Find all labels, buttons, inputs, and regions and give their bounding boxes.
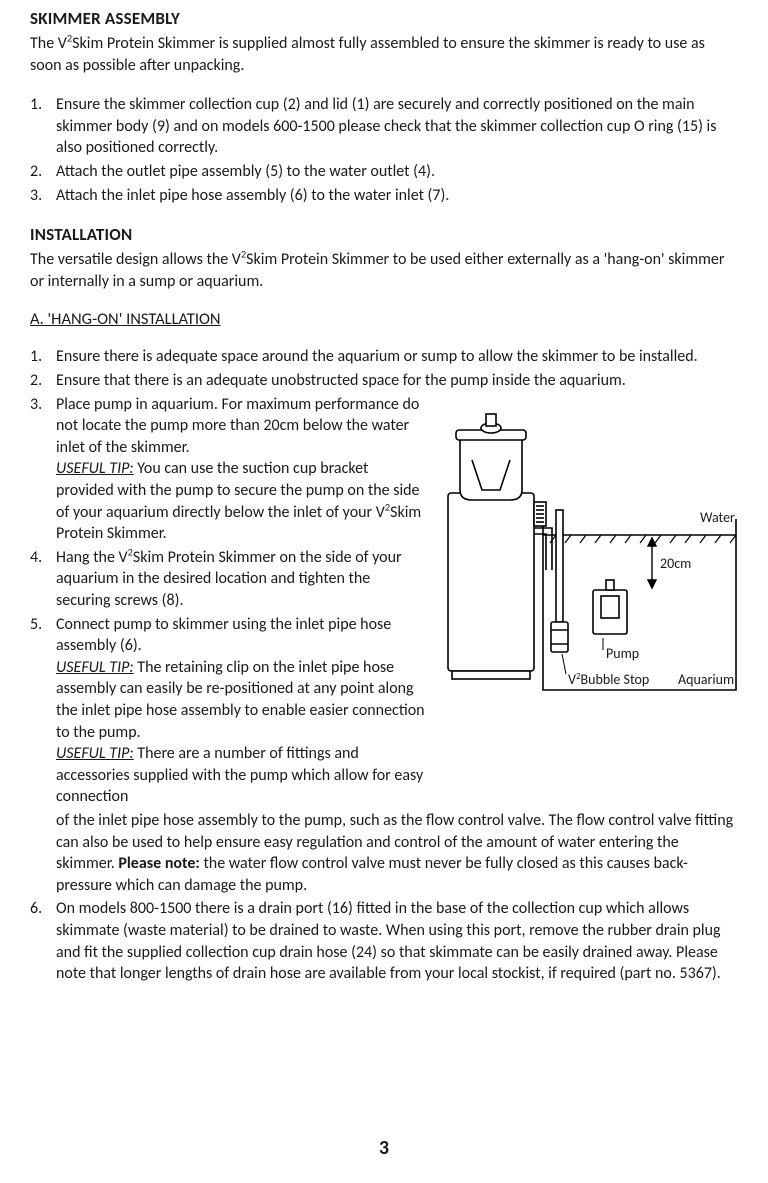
- list-item: 6. On models 800-1500 there is a drain p…: [30, 898, 738, 984]
- tip-label: USEFUL TIP:: [56, 658, 134, 677]
- tip-label: USEFUL TIP:: [56, 744, 134, 763]
- item-text: Ensure that there is an adequate unobstr…: [56, 370, 738, 392]
- item-text: On models 800-1500 there is a drain port…: [56, 898, 738, 984]
- wrap-text-column: 3. Place pump in aquarium. For maximum p…: [30, 394, 426, 810]
- list-item: 2. Attach the outlet pipe assembly (5) t…: [30, 161, 738, 183]
- hangon-list-wrapped: 3. Place pump in aquarium. For maximum p…: [30, 394, 426, 808]
- item-number: 5.: [30, 614, 56, 808]
- text: The V: [30, 34, 67, 53]
- item-number: 6.: [30, 898, 56, 984]
- hangon-list-bottom: of the inlet pipe hose assembly to the p…: [30, 810, 738, 985]
- item-text: Hang the V2Skim Protein Skimmer on the s…: [56, 547, 426, 612]
- label-aquarium: Aquarium: [678, 671, 734, 688]
- tip-label: USEFUL TIP:: [56, 459, 134, 478]
- item-number: 3.: [30, 185, 56, 207]
- hangon-list-top: 1. Ensure there is adequate space around…: [30, 346, 738, 391]
- item-text: Connect pump to skimmer using the inlet …: [56, 614, 426, 808]
- assembly-lead: The V2Skim Protein Skimmer is supplied a…: [30, 33, 738, 76]
- list-item: 2. Ensure that there is an adequate unob…: [30, 370, 738, 392]
- text: Place pump in aquarium. For maximum perf…: [56, 395, 419, 457]
- subheading-hangon: A. 'HANG-ON' INSTALLATION: [30, 308, 738, 330]
- text: The versatile design allows the V: [30, 250, 241, 269]
- label-20cm: 20cm: [660, 555, 691, 572]
- wrap-region: 3. Place pump in aquarium. For maximum p…: [30, 394, 738, 810]
- list-item: 5. Connect pump to skimmer using the inl…: [30, 614, 426, 808]
- installation-lead: The versatile design allows the V2Skim P…: [30, 249, 738, 292]
- label-pump: Pump: [606, 645, 639, 662]
- list-item: 1. Ensure the skimmer collection cup (2)…: [30, 94, 738, 159]
- diagram-svg: Water 20cm Pump Aquarium V2Bubble Stop: [438, 400, 738, 710]
- assembly-list: 1. Ensure the skimmer collection cup (2)…: [30, 94, 738, 206]
- heading-assembly: SKIMMER ASSEMBLY: [30, 8, 738, 31]
- item-number: [30, 810, 56, 896]
- item-text: Ensure the skimmer collection cup (2) an…: [56, 94, 738, 159]
- heading-installation: INSTALLATION: [30, 224, 738, 247]
- item-number: 1.: [30, 94, 56, 159]
- list-item: 3. Attach the inlet pipe hose assembly (…: [30, 185, 738, 207]
- item-text: Attach the outlet pipe assembly (5) to t…: [56, 161, 738, 183]
- item-number: 2.: [30, 370, 56, 392]
- page-number: 3: [30, 1135, 738, 1162]
- item-number: 2.: [30, 161, 56, 183]
- item-text: of the inlet pipe hose assembly to the p…: [56, 810, 738, 896]
- installation-diagram: Water 20cm Pump Aquarium V2Bubble Stop: [438, 400, 738, 710]
- item-number: 1.: [30, 346, 56, 368]
- item-number: 3.: [30, 394, 56, 545]
- item-number: 4.: [30, 547, 56, 612]
- text: Skim Protein Skimmer is supplied almost …: [30, 34, 705, 75]
- label-bubble-stop: V2Bubble Stop: [568, 671, 649, 688]
- item-text: Attach the inlet pipe hose assembly (6) …: [56, 185, 738, 207]
- list-item: 1. Ensure there is adequate space around…: [30, 346, 738, 368]
- text: Hang the V: [56, 548, 128, 567]
- item-text: Ensure there is adequate space around th…: [56, 346, 738, 368]
- text: Connect pump to skimmer using the inlet …: [56, 615, 391, 656]
- list-item-continuation: of the inlet pipe hose assembly to the p…: [30, 810, 738, 896]
- label-water: Water: [700, 509, 735, 526]
- item-text: Place pump in aquarium. For maximum perf…: [56, 394, 426, 545]
- list-item: 3. Place pump in aquarium. For maximum p…: [30, 394, 426, 545]
- list-item: 4. Hang the V2Skim Protein Skimmer on th…: [30, 547, 426, 612]
- please-note: Please note:: [118, 854, 199, 873]
